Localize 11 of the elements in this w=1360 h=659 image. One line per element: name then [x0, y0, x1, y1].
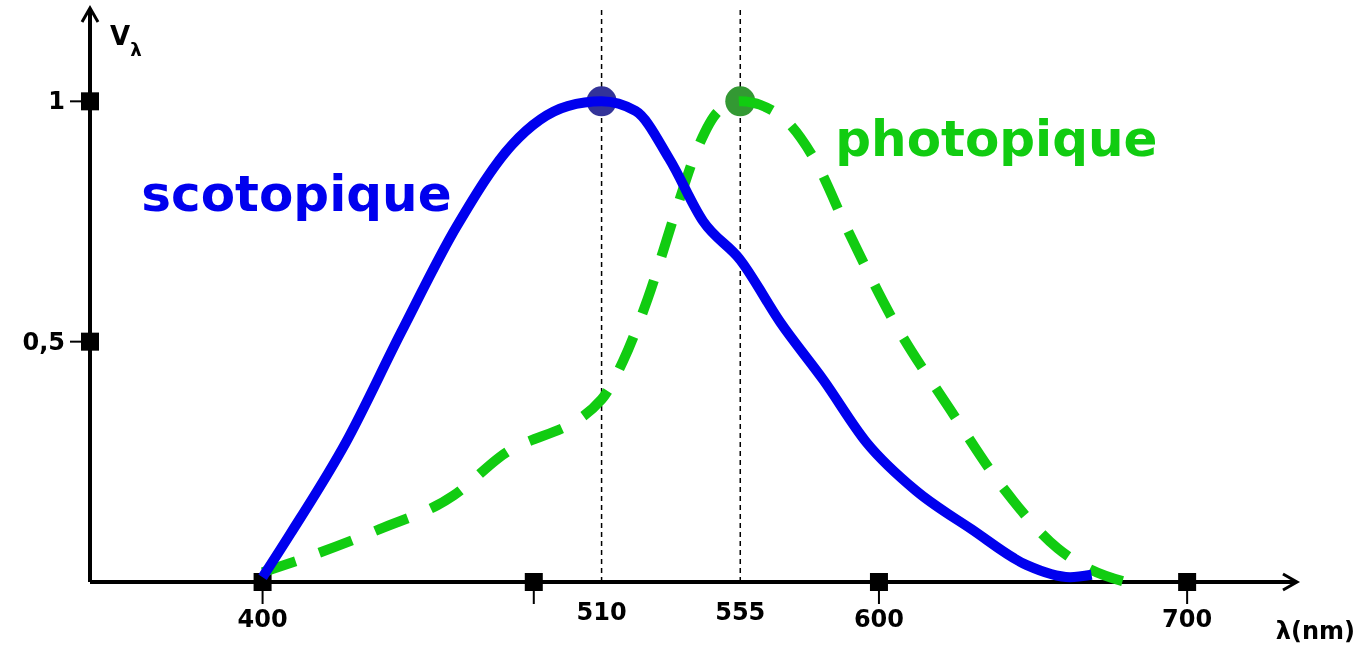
x-tick-label: 700: [1162, 605, 1213, 633]
x-tick-label: 400: [237, 605, 288, 633]
ref-line-label: 555: [715, 598, 766, 626]
series-label: photopique: [835, 110, 1158, 169]
x-tick-label: 600: [853, 605, 905, 633]
y-tick-label: 0,5: [22, 327, 65, 356]
y-tick-label: 1: [48, 87, 65, 116]
y-axis-title: V$_{λ}$: [110, 21, 142, 60]
ref-line-label: 510: [576, 598, 627, 626]
x-axis-title: λ(nm): [1275, 617, 1355, 645]
series-label: scotopique: [141, 165, 452, 224]
